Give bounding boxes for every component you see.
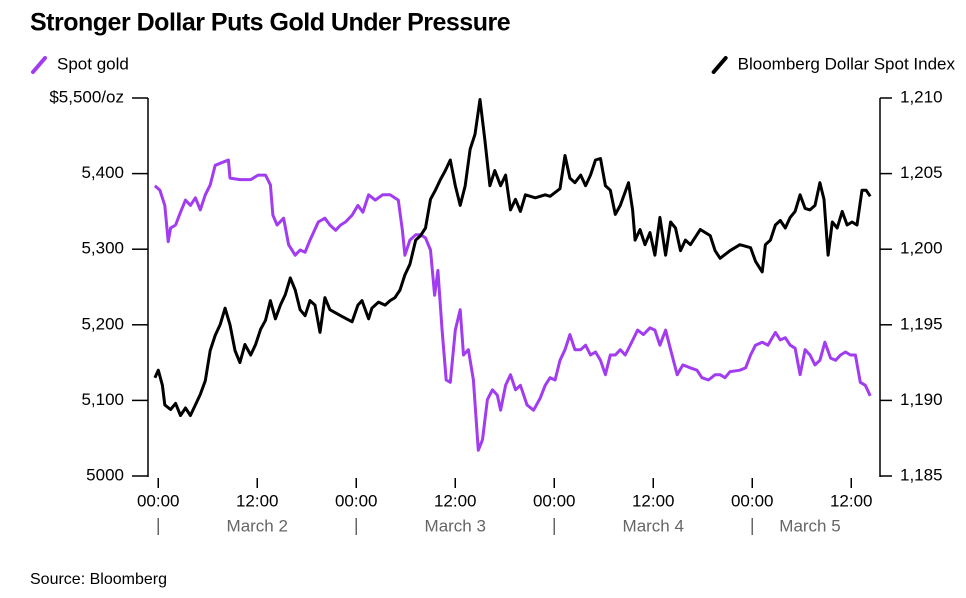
y-tick-label: 5,300 [81, 239, 124, 258]
y2-tick-label: 1,200 [900, 239, 943, 258]
x-tick-label: 12:00 [434, 491, 477, 510]
day-label: March 4 [623, 516, 684, 535]
y-tick-label: 5,400 [81, 163, 124, 182]
x-tick-label: 12:00 [632, 491, 675, 510]
day-label: March 3 [425, 516, 486, 535]
x-tick-label: 00:00 [731, 491, 774, 510]
y2-tick-label: 1,205 [900, 163, 943, 182]
x-tick-label: 12:00 [236, 491, 279, 510]
y-tick-label: $5,500/oz [49, 87, 124, 106]
series-line [153, 98, 872, 417]
day-label: March 2 [227, 516, 288, 535]
y2-tick-label: 1,210 [900, 87, 943, 106]
legend-label: Spot gold [57, 54, 129, 73]
legend-label: Bloomberg Dollar Spot Index [738, 54, 956, 73]
day-label: March 5 [779, 516, 840, 535]
y2-tick-label: 1,190 [900, 390, 943, 409]
y-tick-label: 5000 [86, 465, 124, 484]
legend-swatch [31, 56, 47, 74]
y2-tick-label: 1,185 [900, 465, 943, 484]
x-tick-label: 00:00 [335, 491, 378, 510]
source-note: Source: Bloomberg [30, 571, 167, 588]
legend-swatch [711, 56, 728, 74]
x-tick-label: 00:00 [137, 491, 180, 510]
y-tick-label: 5,100 [81, 390, 124, 409]
chart-title: Stronger Dollar Puts Gold Under Pressure [30, 9, 511, 37]
x-tick-label: 12:00 [830, 491, 873, 510]
x-tick-label: 00:00 [533, 491, 576, 510]
y-tick-label: 5,200 [81, 314, 124, 333]
series-line [153, 158, 872, 452]
y2-tick-label: 1,195 [900, 314, 943, 333]
